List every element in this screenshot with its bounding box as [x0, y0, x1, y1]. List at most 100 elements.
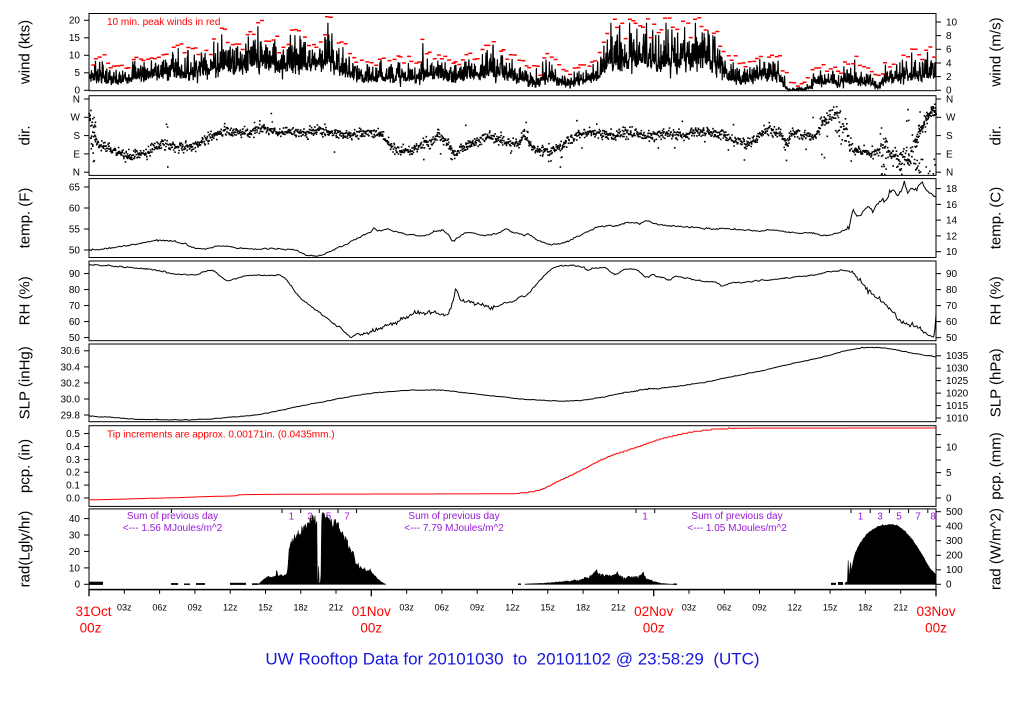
- svg-text:12z: 12z: [505, 603, 520, 613]
- svg-text:60: 60: [69, 317, 81, 328]
- svg-text:02Nov: 02Nov: [634, 604, 673, 619]
- svg-text:70: 70: [946, 301, 958, 312]
- svg-text:400: 400: [946, 522, 963, 533]
- svg-text:30: 30: [69, 530, 81, 541]
- svg-text:10: 10: [946, 247, 958, 258]
- svg-text:0: 0: [74, 580, 80, 591]
- svg-text:1035: 1035: [946, 351, 969, 362]
- svg-text:18z: 18z: [576, 603, 591, 613]
- svg-text:70: 70: [69, 301, 81, 312]
- svg-text:rad(Lgly/hr): rad(Lgly/hr): [17, 511, 34, 588]
- svg-text:UW Rooftop Data for 20101030: UW Rooftop Data for 20101030 to 20101102…: [265, 650, 759, 669]
- svg-text:06z: 06z: [717, 603, 732, 613]
- svg-text:8: 8: [946, 31, 952, 42]
- svg-text:03z: 03z: [399, 603, 414, 613]
- svg-text:N: N: [946, 94, 953, 105]
- svg-text:09z: 09z: [188, 603, 203, 613]
- svg-text:0: 0: [74, 86, 80, 97]
- svg-text:pcp. (mm): pcp. (mm): [988, 432, 1005, 500]
- svg-text:55: 55: [69, 224, 81, 235]
- svg-text:14: 14: [946, 216, 958, 227]
- svg-text:wind (kts): wind (kts): [17, 20, 34, 85]
- svg-text:65: 65: [69, 182, 81, 193]
- svg-text:3: 3: [877, 512, 883, 523]
- svg-text:29.8: 29.8: [61, 410, 81, 421]
- svg-text:6: 6: [946, 45, 952, 56]
- svg-text:5: 5: [946, 468, 952, 479]
- svg-text:8: 8: [930, 512, 936, 523]
- svg-text:N: N: [73, 168, 80, 179]
- svg-text:SLP (inHg): SLP (inHg): [17, 346, 34, 419]
- svg-text:80: 80: [69, 285, 81, 296]
- svg-text:1020: 1020: [946, 389, 969, 400]
- svg-text:<--- 7.79 MJoules/m^2: <--- 7.79 MJoules/m^2: [404, 523, 504, 534]
- svg-text:dir.: dir.: [17, 125, 34, 145]
- svg-text:1030: 1030: [946, 364, 969, 375]
- svg-text:21z: 21z: [611, 603, 626, 613]
- svg-text:100: 100: [946, 565, 963, 576]
- svg-text:0.4: 0.4: [66, 442, 80, 453]
- svg-text:0.2: 0.2: [66, 468, 80, 479]
- svg-text:RH (%): RH (%): [988, 276, 1005, 325]
- svg-text:15z: 15z: [541, 603, 556, 613]
- svg-text:3: 3: [307, 512, 313, 523]
- svg-text:W: W: [71, 113, 81, 124]
- svg-text:06z: 06z: [152, 603, 167, 613]
- svg-text:10: 10: [946, 17, 958, 28]
- svg-text:20: 20: [69, 16, 81, 27]
- svg-text:E: E: [73, 149, 80, 160]
- svg-text:RH (%): RH (%): [17, 276, 34, 325]
- svg-text:15z: 15z: [823, 603, 838, 613]
- svg-text:2: 2: [946, 72, 952, 83]
- svg-text:rad (W/m^2): rad (W/m^2): [988, 508, 1005, 590]
- svg-text:Sum of previous day: Sum of previous day: [127, 511, 218, 522]
- svg-text:80: 80: [946, 285, 958, 296]
- svg-text:18z: 18z: [294, 603, 309, 613]
- svg-text:21z: 21z: [329, 603, 344, 613]
- svg-text:5: 5: [896, 512, 902, 523]
- svg-text:Tip increments are approx. 0.0: Tip increments are approx. 0.00171in. (0…: [107, 430, 335, 441]
- svg-text:16: 16: [946, 200, 958, 211]
- svg-text:W: W: [946, 113, 956, 124]
- svg-text:0: 0: [946, 580, 952, 591]
- svg-text:5: 5: [326, 512, 332, 523]
- svg-text:40: 40: [69, 514, 81, 525]
- svg-text:wind (m/s): wind (m/s): [988, 17, 1005, 87]
- svg-text:300: 300: [946, 536, 963, 547]
- svg-text:01Nov: 01Nov: [352, 604, 391, 619]
- svg-text:7: 7: [344, 512, 350, 523]
- svg-text:00z: 00z: [80, 621, 102, 636]
- svg-text:temp. (F): temp. (F): [17, 188, 34, 249]
- svg-text:dir.: dir.: [988, 125, 1005, 145]
- svg-text:50: 50: [946, 333, 958, 344]
- svg-text:60: 60: [946, 317, 958, 328]
- svg-text:10: 10: [946, 443, 958, 454]
- svg-text:temp. (C): temp. (C): [988, 187, 1005, 250]
- svg-text:1: 1: [858, 512, 864, 523]
- svg-text:30.0: 30.0: [61, 394, 81, 405]
- svg-text:31Oct: 31Oct: [75, 604, 111, 619]
- svg-text:50: 50: [69, 333, 81, 344]
- svg-text:06z: 06z: [435, 603, 450, 613]
- svg-text:20: 20: [69, 547, 81, 558]
- svg-text:1: 1: [289, 512, 295, 523]
- svg-text:30.2: 30.2: [61, 378, 81, 389]
- svg-text:90: 90: [946, 269, 958, 280]
- svg-text:03Nov: 03Nov: [916, 604, 955, 619]
- svg-text:18: 18: [946, 184, 958, 195]
- svg-text:10 min. peak winds in red: 10 min. peak winds in red: [107, 17, 220, 28]
- svg-text:1: 1: [642, 512, 648, 523]
- svg-text:SLP (hPa): SLP (hPa): [988, 348, 1005, 417]
- svg-text:0.0: 0.0: [66, 493, 80, 504]
- svg-text:60: 60: [69, 203, 81, 214]
- svg-text:S: S: [73, 131, 80, 142]
- svg-text:10: 10: [69, 563, 81, 574]
- svg-text:15: 15: [69, 33, 81, 44]
- svg-text:0.3: 0.3: [66, 455, 80, 466]
- svg-text:1010: 1010: [946, 413, 969, 424]
- svg-text:7: 7: [915, 512, 921, 523]
- svg-text:<--- 1.05 MJoules/m^2: <--- 1.05 MJoules/m^2: [687, 523, 787, 534]
- svg-text:15z: 15z: [258, 603, 273, 613]
- svg-text:E: E: [946, 149, 953, 160]
- svg-text:0.1: 0.1: [66, 481, 80, 492]
